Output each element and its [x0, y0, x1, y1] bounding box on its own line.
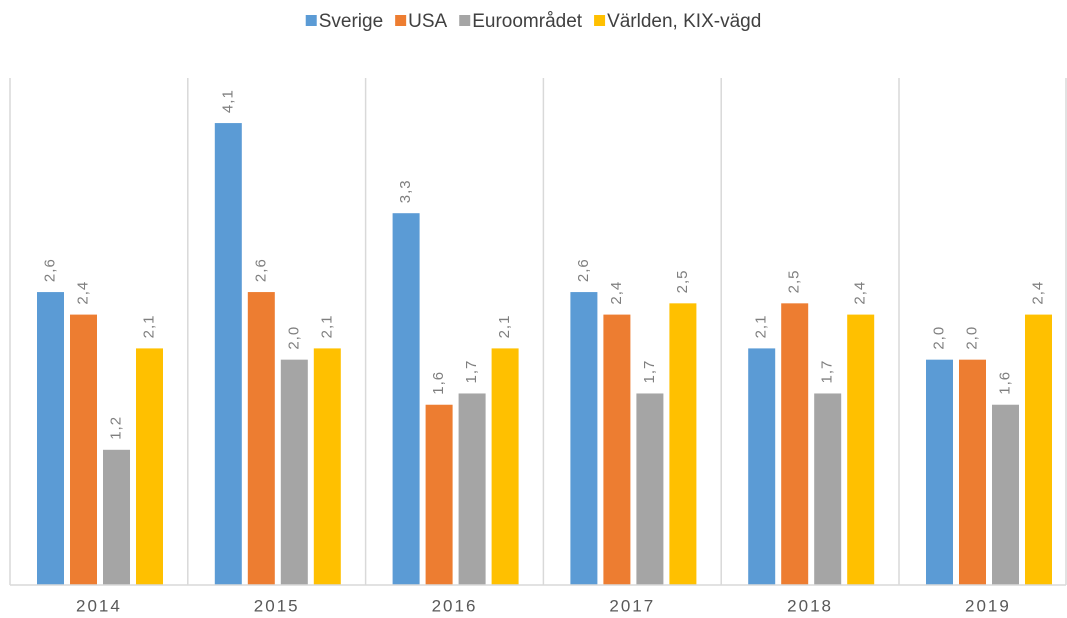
- bar: [70, 314, 97, 585]
- data-label: 1,2: [107, 416, 124, 440]
- data-label: 2,6: [41, 258, 58, 282]
- data-label: 1,7: [641, 360, 658, 384]
- data-label: 2,4: [1029, 281, 1046, 305]
- bar: [392, 213, 420, 585]
- bar: [748, 348, 776, 585]
- data-label: 2,1: [753, 315, 770, 339]
- data-label: 2,0: [963, 326, 980, 350]
- bar: [491, 348, 519, 585]
- bar: [136, 348, 163, 585]
- data-label: 2,5: [674, 269, 691, 293]
- bar: [247, 292, 275, 585]
- legend-swatch: [594, 15, 606, 26]
- data-label: 2,6: [575, 258, 592, 282]
- bar: [280, 359, 308, 585]
- data-label: 2,4: [852, 281, 869, 305]
- data-label: 3,3: [397, 179, 414, 203]
- data-label: 1,7: [819, 360, 836, 384]
- x-tick-label: 2016: [432, 596, 478, 615]
- bar: [636, 393, 664, 585]
- data-label: 2,0: [930, 326, 947, 350]
- data-label: 2,4: [74, 281, 91, 305]
- legend-swatch: [459, 15, 471, 26]
- data-label: 1,6: [430, 371, 447, 395]
- bar: [847, 314, 875, 585]
- bar: [814, 393, 842, 585]
- data-label: 2,1: [318, 315, 335, 339]
- bar: [37, 292, 64, 585]
- data-label: 4,1: [219, 89, 236, 113]
- bar: [959, 359, 986, 585]
- x-tick-label: 2019: [965, 596, 1011, 615]
- x-tick-label: 2017: [609, 596, 655, 615]
- data-label: 2,1: [140, 315, 157, 339]
- bar: [992, 404, 1019, 585]
- data-label: 1,6: [996, 371, 1013, 395]
- bar: [926, 359, 953, 585]
- data-label: 1,7: [463, 360, 480, 384]
- legend-text: Euroområdet: [472, 11, 583, 32]
- bar: [103, 449, 130, 585]
- legend: Sverige USA Euroområdet Världen, KIX-vägd: [305, 11, 761, 32]
- bar: [1025, 314, 1052, 585]
- bar: [669, 303, 697, 585]
- x-tick-label: 2014: [76, 596, 122, 615]
- legend-swatch: [395, 15, 407, 26]
- bar: [603, 314, 631, 585]
- legend-swatch: [305, 15, 317, 26]
- bar: [570, 292, 598, 585]
- x-tick-label: 2015: [254, 596, 300, 615]
- data-label: 2,1: [496, 315, 513, 339]
- data-label: 2,0: [285, 326, 302, 350]
- data-label: 2,4: [608, 281, 625, 305]
- bar: [313, 348, 341, 585]
- x-tick-label: 2018: [787, 596, 833, 615]
- bar: [425, 404, 453, 585]
- bar: [214, 123, 242, 586]
- data-label: 2,6: [252, 258, 269, 282]
- bar: [781, 303, 809, 585]
- data-label: 2,5: [786, 269, 803, 293]
- bar: [458, 393, 486, 585]
- legend-text: Världen, KIX-vägd: [607, 11, 761, 32]
- legend-text: USA: [408, 11, 447, 32]
- legend-text: Sverige: [319, 11, 383, 32]
